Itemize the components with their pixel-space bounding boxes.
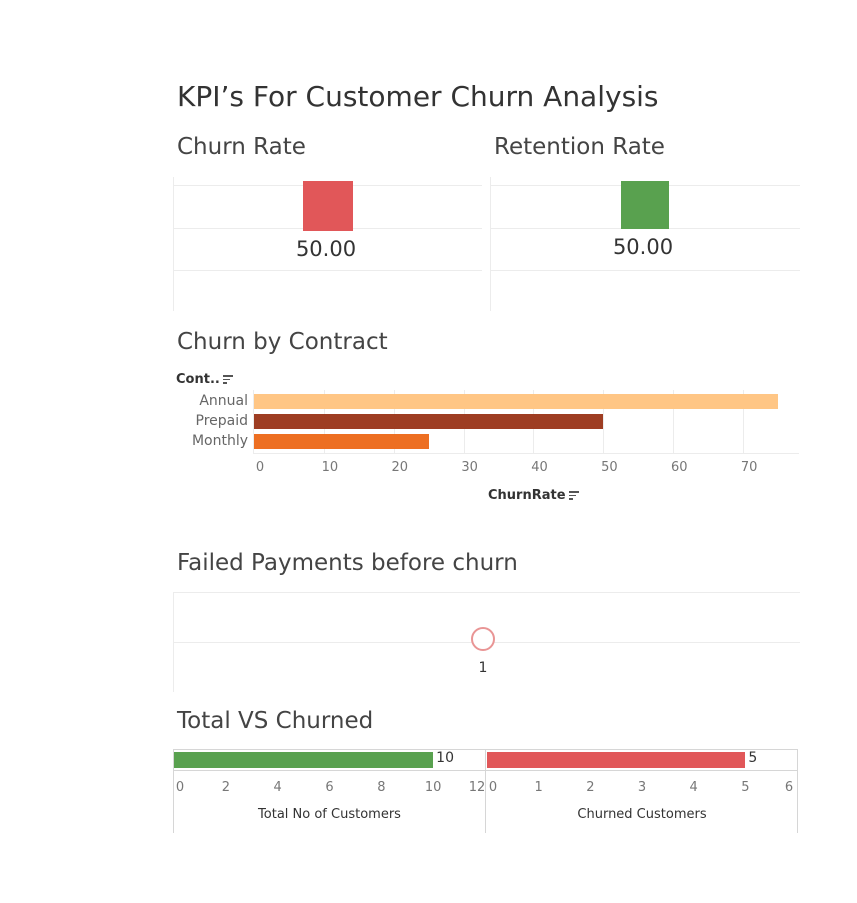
total-vs-churned-title: Total VS Churned [177, 708, 374, 734]
x-tick-label: 30 [461, 460, 478, 475]
sort-icon[interactable] [222, 375, 233, 384]
x-tick-label: 10 [321, 460, 339, 475]
retention-rate-value: 50.00 [612, 235, 674, 259]
category-label: Annual [199, 393, 248, 409]
churn-rate-title: Churn Rate [177, 134, 306, 160]
failed-payments-title: Failed Payments before churn [177, 550, 518, 576]
category-label: Prepaid [195, 413, 249, 429]
x-tick-label: 50 [601, 460, 618, 475]
bar-annual[interactable] [254, 394, 779, 409]
bar-value-label: 5 [748, 750, 758, 766]
frame-divider [485, 749, 486, 833]
retention-rate-title: Retention Rate [494, 134, 665, 160]
contract-dimension-header[interactable]: Cont.. [176, 372, 233, 387]
x-tick-label: 40 [531, 460, 548, 475]
sort-icon[interactable] [568, 491, 579, 500]
x-tick-label: 2 [221, 780, 230, 795]
x-axis-title: Total No of Customers [258, 807, 401, 822]
x-tick-label: 0 [175, 780, 185, 795]
x-tick-label: 12 [468, 780, 486, 795]
x-tick-label: 8 [377, 780, 386, 795]
contract-x-axis-header[interactable]: ChurnRate [488, 488, 579, 503]
x-tick-label: 3 [637, 780, 647, 795]
dashboard-title: KPI’s For Customer Churn Analysis [177, 80, 659, 113]
churn-rate-indicator [303, 181, 353, 231]
contract-x-axis-title: ChurnRate [488, 488, 566, 503]
contract-dimension-label: Cont.. [176, 372, 220, 387]
x-tick-label: 0 [488, 780, 498, 795]
retention-rate-tile[interactable]: 50.00 [490, 177, 800, 311]
x-tick-label: 0 [255, 460, 265, 475]
failed-payments-marker[interactable] [471, 627, 495, 651]
x-tick-label: 70 [740, 460, 758, 475]
x-tick-label: 6 [325, 780, 334, 795]
x-axis-title: Churned Customers [577, 807, 707, 822]
bar-churned-customers[interactable] [487, 752, 746, 768]
bar-total-customers[interactable] [174, 752, 434, 768]
x-tick-label: 60 [670, 460, 688, 475]
bar-monthly[interactable] [254, 434, 429, 449]
x-tick-label: 6 [784, 780, 794, 795]
frame-top [173, 749, 798, 750]
x-tick-label: 2 [586, 780, 595, 795]
retention-rate-indicator [621, 181, 669, 229]
x-tick-label: 20 [391, 460, 409, 475]
x-tick-label: 5 [741, 780, 750, 795]
failed-payments-panel: 1 [173, 592, 800, 692]
failed-payments-label: 1 [478, 660, 488, 676]
x-tick-label: 10 [424, 780, 442, 795]
frame-right [797, 749, 798, 833]
x-tick-label: 4 [273, 780, 282, 795]
bar-prepaid[interactable] [254, 414, 604, 429]
x-tick-label: 4 [689, 780, 698, 795]
churn-rate-tile[interactable]: 50.00 [173, 177, 482, 311]
category-label: Monthly [191, 433, 248, 449]
churn-rate-value: 50.00 [295, 237, 357, 261]
contract-chart-title: Churn by Contract [177, 329, 388, 355]
x-tick-label: 1 [534, 780, 543, 795]
x-axis-line [254, 453, 799, 454]
bar-value-label: 10 [436, 750, 454, 766]
axis-line [173, 770, 798, 771]
